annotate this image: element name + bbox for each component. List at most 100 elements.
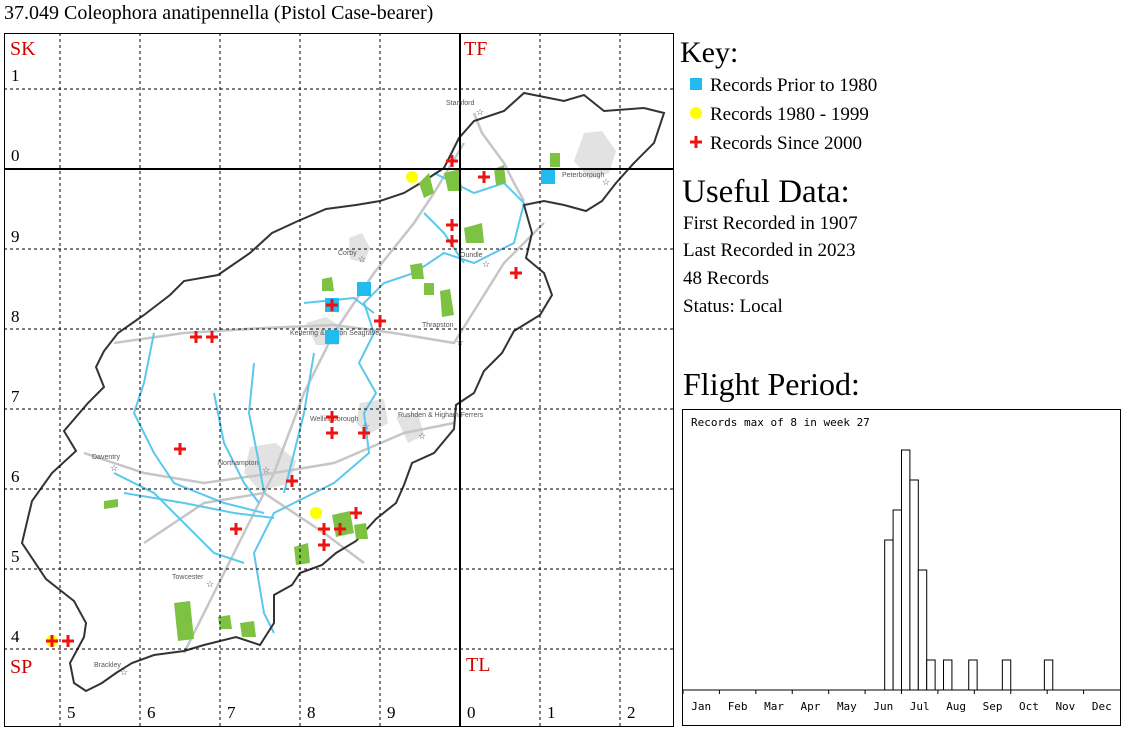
town-label: Thrapston bbox=[422, 322, 454, 329]
flight-bars bbox=[884, 449, 1054, 691]
river bbox=[423, 212, 465, 264]
woodland bbox=[174, 601, 194, 641]
record-count: 48 Records bbox=[683, 268, 770, 289]
month-label: Sep bbox=[982, 700, 1003, 713]
woodland bbox=[550, 153, 560, 167]
northing-label: 8 bbox=[11, 307, 20, 326]
month-label: Aug bbox=[946, 700, 967, 713]
record-since-2000-marker bbox=[318, 523, 330, 535]
northing-label: 6 bbox=[11, 467, 20, 486]
urban-area bbox=[396, 413, 424, 443]
town-label: Towcester bbox=[172, 574, 204, 581]
easting-label: 2 bbox=[627, 703, 636, 722]
town-label: Stamford bbox=[446, 100, 475, 107]
key-item-label: Records Since 2000 bbox=[710, 133, 862, 154]
record-since-2000-marker bbox=[174, 443, 186, 455]
northing-label: 1 bbox=[11, 66, 20, 85]
river bbox=[132, 332, 265, 514]
easting-label: 0 bbox=[467, 703, 476, 722]
town-marker: ☆ bbox=[110, 463, 118, 473]
river bbox=[252, 172, 526, 634]
flight-bar bbox=[1001, 659, 1012, 691]
urban-area bbox=[349, 233, 370, 263]
town-label: Rushden & Higham Ferrers bbox=[398, 412, 484, 419]
cross-marker-icon bbox=[686, 134, 706, 156]
circle-marker-icon bbox=[686, 105, 706, 127]
easting-label: 6 bbox=[147, 703, 156, 722]
month-label: Dec bbox=[1091, 700, 1112, 713]
river bbox=[123, 492, 275, 519]
flight-bar bbox=[909, 479, 919, 691]
record-since-2000-marker bbox=[206, 331, 218, 343]
record-prior-1980-marker bbox=[357, 282, 371, 296]
town-marker: ☆ bbox=[456, 337, 464, 347]
town-marker: ☆ bbox=[206, 579, 214, 589]
easting-label: 5 bbox=[67, 703, 76, 722]
month-label: May bbox=[836, 700, 857, 713]
road bbox=[83, 421, 455, 485]
town-marker: ☆ bbox=[482, 259, 490, 269]
town-label: Northampton bbox=[218, 460, 259, 467]
record-since-2000-marker bbox=[326, 299, 338, 311]
town-marker: ☆ bbox=[418, 431, 426, 441]
record-since-2000-marker bbox=[478, 171, 490, 183]
month-label: Feb bbox=[727, 700, 748, 713]
key-item-prior-1980: Records Prior to 1980 bbox=[686, 75, 877, 98]
town-label: Brackley bbox=[94, 662, 121, 669]
woodland bbox=[424, 283, 434, 295]
river bbox=[213, 392, 260, 504]
flight-period-title: Flight Period: bbox=[683, 366, 860, 402]
woodland bbox=[322, 277, 334, 291]
town-label: Corby bbox=[338, 250, 357, 257]
grid-square-label: TF bbox=[464, 38, 488, 60]
flight-period-chart bbox=[682, 449, 1121, 694]
road bbox=[472, 112, 526, 202]
flight-bar bbox=[892, 509, 903, 691]
record-since-2000-marker bbox=[374, 315, 386, 327]
key-item-since-2000: Records Since 2000 bbox=[686, 133, 862, 156]
woodland bbox=[419, 173, 434, 198]
record-since-2000-marker bbox=[358, 427, 370, 439]
map-frame bbox=[4, 33, 674, 727]
record-since-2000-marker bbox=[286, 475, 298, 487]
river bbox=[113, 472, 245, 564]
easting-label: 1 bbox=[547, 703, 556, 722]
first-recorded: First Recorded in 1907 bbox=[683, 213, 858, 234]
month-label: Jul bbox=[909, 700, 930, 713]
town-marker: ☆ bbox=[120, 667, 128, 677]
month-label: Mar bbox=[764, 700, 784, 713]
northing-label: 0 bbox=[11, 146, 20, 165]
month-ticks bbox=[682, 690, 1085, 694]
northing-label: 4 bbox=[11, 627, 20, 646]
town-label: Wellingborough bbox=[310, 416, 359, 423]
woodland bbox=[218, 615, 232, 629]
record-prior-1980-marker bbox=[541, 170, 555, 184]
month-label: Oct bbox=[1019, 700, 1039, 713]
woodland bbox=[410, 263, 424, 279]
northing-label: 9 bbox=[11, 227, 20, 246]
hectad-boundaries bbox=[4, 33, 674, 727]
woodland bbox=[104, 499, 118, 509]
record-since-2000-marker bbox=[318, 539, 330, 551]
flight-bar bbox=[926, 659, 936, 691]
key-item-1980-1999: Records 1980 - 1999 bbox=[686, 104, 869, 127]
flight-bar bbox=[884, 539, 894, 691]
month-label: Nov bbox=[1055, 700, 1076, 713]
record-since-2000-marker bbox=[62, 635, 74, 647]
town-label: Peterborough bbox=[562, 172, 605, 179]
flight-bar bbox=[968, 659, 978, 691]
month-label: Jun bbox=[873, 700, 894, 713]
town-marker: ☆ bbox=[602, 177, 610, 187]
distribution-map: Stamford ☆ Peterborough ☆ Corby ☆ Oundle… bbox=[4, 33, 674, 727]
woodland bbox=[354, 523, 368, 539]
month-label: Apr bbox=[800, 700, 821, 713]
woodland bbox=[464, 223, 484, 243]
urban-areas bbox=[244, 131, 616, 491]
woodland bbox=[240, 621, 256, 637]
woodland bbox=[440, 289, 454, 317]
record-1980-1999-marker bbox=[406, 171, 418, 183]
record-1980-1999-marker bbox=[310, 507, 322, 519]
last-recorded: Last Recorded in 2023 bbox=[683, 240, 856, 261]
woodland bbox=[294, 543, 310, 565]
town-marker: ☆ bbox=[358, 254, 366, 264]
